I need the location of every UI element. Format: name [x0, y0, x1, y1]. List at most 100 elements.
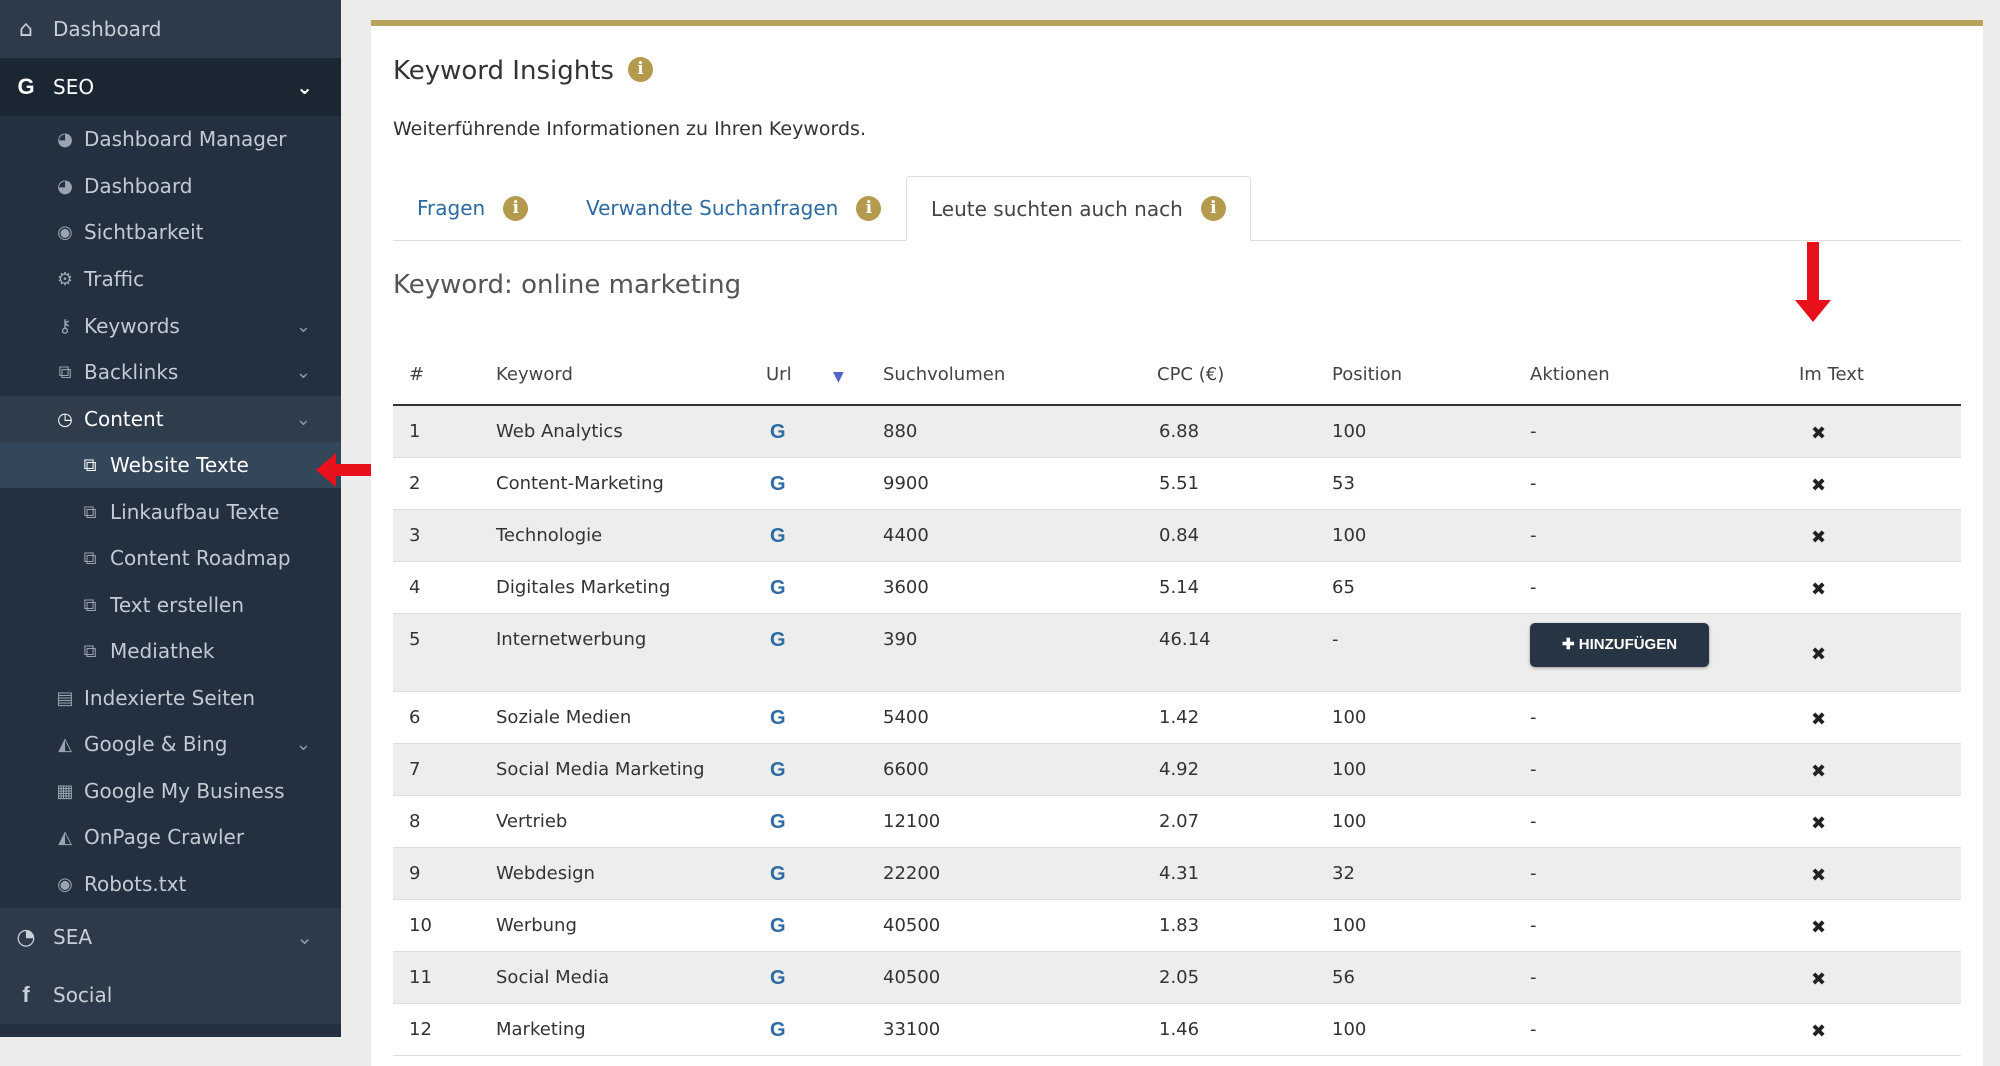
- cell-url[interactable]: G: [766, 457, 883, 510]
- cell-aktionen: ✚ HINZUFÜGEN: [1530, 613, 1799, 692]
- sidebar-item-mediathek[interactable]: ⧉ Mediathek: [0, 628, 341, 674]
- close-icon[interactable]: ✖: [1811, 968, 1827, 990]
- copy-icon: ⧉: [83, 454, 97, 476]
- google-icon[interactable]: G: [770, 1018, 786, 1041]
- cell-suchvolumen: 22200: [883, 847, 1157, 900]
- cell-number: 11: [393, 951, 496, 1004]
- sidebar-item-google-my-business[interactable]: ▦ Google My Business: [0, 768, 341, 814]
- cell-aktionen: -: [1530, 691, 1799, 744]
- sidebar-item-indexierte-seiten[interactable]: ▤ Indexierte Seiten: [0, 675, 341, 721]
- col-header-suchvolumen[interactable]: Suchvolumen: [883, 344, 1157, 406]
- cell-url[interactable]: G: [766, 509, 883, 562]
- google-icon[interactable]: G: [770, 914, 786, 937]
- close-icon[interactable]: ✖: [1811, 864, 1827, 886]
- col-header-keyword[interactable]: Keyword ▼: [496, 344, 844, 406]
- add-keyword-button[interactable]: ✚ HINZUFÜGEN: [1530, 622, 1710, 667]
- google-icon[interactable]: G: [770, 810, 786, 833]
- facebook-icon: f: [22, 982, 30, 1007]
- col-header-number[interactable]: #: [393, 344, 496, 406]
- sidebar-item-content-roadmap[interactable]: ⧉ Content Roadmap: [0, 535, 341, 581]
- cell-url[interactable]: G: [766, 899, 883, 952]
- info-icon[interactable]: i: [627, 57, 653, 82]
- google-icon[interactable]: G: [770, 472, 786, 495]
- cell-url[interactable]: G: [766, 405, 883, 458]
- close-icon[interactable]: ✖: [1811, 708, 1827, 730]
- cell-url[interactable]: G: [766, 847, 883, 900]
- sidebar-seo-label: SEO: [53, 75, 95, 99]
- google-icon[interactable]: G: [770, 628, 786, 651]
- cell-cpc: 1.83: [1157, 899, 1332, 952]
- cell-position: 100: [1332, 691, 1530, 744]
- close-icon[interactable]: ✖: [1811, 812, 1827, 834]
- col-header-im-text: Im Text: [1799, 344, 1961, 406]
- sidebar-item-linkaufbau-texte[interactable]: ⧉ Linkaufbau Texte: [0, 489, 341, 535]
- cell-cpc: 4.31: [1157, 847, 1332, 900]
- sidebar-item-google-bing[interactable]: ◭ Google & Bing ⌄: [0, 721, 341, 767]
- cell-keyword: Content-Marketing: [496, 457, 766, 510]
- cell-url[interactable]: G: [766, 613, 883, 692]
- cell-im-text: ✖: [1799, 561, 1961, 614]
- cell-url[interactable]: G: [766, 1003, 883, 1056]
- close-icon[interactable]: ✖: [1811, 1020, 1827, 1042]
- close-icon[interactable]: ✖: [1811, 760, 1827, 782]
- google-icon[interactable]: G: [770, 421, 786, 443]
- google-icon[interactable]: G: [770, 758, 786, 781]
- sidebar-item-label: Linkaufbau Texte: [110, 500, 280, 524]
- sidebar-sea[interactable]: ◔ SEA ⌄: [0, 908, 341, 966]
- sidebar-item-label: Backlinks: [84, 360, 179, 384]
- table-row: 7 Social Media Marketing G 6600 4.92 100- ✖: [393, 743, 1961, 796]
- sidebar-dashboard-label: Dashboard: [53, 17, 162, 41]
- cell-url[interactable]: G: [766, 795, 883, 848]
- close-icon[interactable]: ✖: [1811, 643, 1827, 665]
- sidebar-social[interactable]: f Social: [0, 966, 341, 1024]
- cell-url[interactable]: G: [766, 743, 883, 796]
- close-icon[interactable]: ✖: [1811, 916, 1827, 938]
- info-icon[interactable]: i: [856, 195, 882, 221]
- info-icon[interactable]: i: [503, 195, 529, 221]
- close-icon[interactable]: ✖: [1811, 578, 1827, 600]
- sidebar-item-robots[interactable]: ◉ Robots.txt: [0, 861, 341, 907]
- sidebar-item-traffic[interactable]: ⚙ Traffic: [0, 256, 341, 302]
- google-icon[interactable]: G: [770, 966, 786, 989]
- sidebar-item-onpage-crawler[interactable]: ◭ OnPage Crawler: [0, 814, 341, 860]
- google-icon[interactable]: G: [770, 706, 786, 729]
- cell-url[interactable]: G: [766, 561, 883, 614]
- cell-position: 100: [1332, 405, 1530, 458]
- col-header-position[interactable]: Position: [1332, 344, 1530, 406]
- cell-position: 100: [1332, 795, 1530, 848]
- google-icon[interactable]: G: [770, 862, 786, 885]
- col-header-url[interactable]: Url: [766, 344, 883, 406]
- cell-position: 100: [1332, 1003, 1530, 1056]
- sidebar-item-sichtbarkeit[interactable]: ◉ Sichtbarkeit: [0, 209, 341, 255]
- sidebar-item-content[interactable]: ◷ Content ⌄: [0, 396, 341, 442]
- tab-verwandte-suchanfragen[interactable]: Verwandte Suchanfragen i: [586, 176, 882, 240]
- cell-url[interactable]: G: [766, 691, 883, 744]
- table-row: 1 Web Analytics G 880 6.88 100- ✖: [393, 405, 1961, 458]
- sidebar-item-dashboard[interactable]: ◕ Dashboard: [0, 163, 341, 209]
- cell-aktionen: -: [1530, 509, 1799, 562]
- col-header-cpc[interactable]: CPC (€): [1157, 344, 1332, 406]
- cell-cpc: 6.88: [1157, 405, 1332, 458]
- cell-suchvolumen: 9900: [883, 457, 1157, 510]
- sidebar-item-label: Indexierte Seiten: [84, 686, 256, 710]
- close-icon[interactable]: ✖: [1811, 526, 1827, 548]
- google-icon[interactable]: G: [770, 524, 786, 547]
- sidebar-seo[interactable]: G SEO ⌄: [0, 58, 341, 116]
- sidebar-item-label: Robots.txt: [84, 872, 187, 896]
- close-icon[interactable]: ✖: [1811, 474, 1827, 496]
- tab-leute-suchten-auch-nach[interactable]: Leute suchten auch nach i: [906, 176, 1251, 241]
- sidebar-item-dashboard-manager[interactable]: ◕ Dashboard Manager: [0, 116, 341, 162]
- close-icon[interactable]: ✖: [1811, 423, 1827, 444]
- sidebar-dashboard[interactable]: ⌂ Dashboard: [0, 0, 341, 58]
- cell-number: 5: [393, 613, 496, 692]
- sidebar-item-keywords[interactable]: ⚷ Keywords ⌄: [0, 303, 341, 349]
- copy-icon: ⧉: [83, 640, 97, 662]
- info-icon[interactable]: i: [1200, 196, 1226, 221]
- sidebar-item-website-texte[interactable]: ⧉ Website Texte: [0, 442, 341, 488]
- sidebar-item-text-erstellen[interactable]: ⧉ Text erstellen: [0, 582, 341, 628]
- tab-fragen[interactable]: Fragen i: [417, 176, 529, 240]
- sidebar-item-backlinks[interactable]: ⧉ Backlinks ⌄: [0, 349, 341, 395]
- cell-url[interactable]: G: [766, 951, 883, 1004]
- google-icon[interactable]: G: [770, 576, 786, 599]
- cell-im-text: ✖: [1799, 613, 1961, 692]
